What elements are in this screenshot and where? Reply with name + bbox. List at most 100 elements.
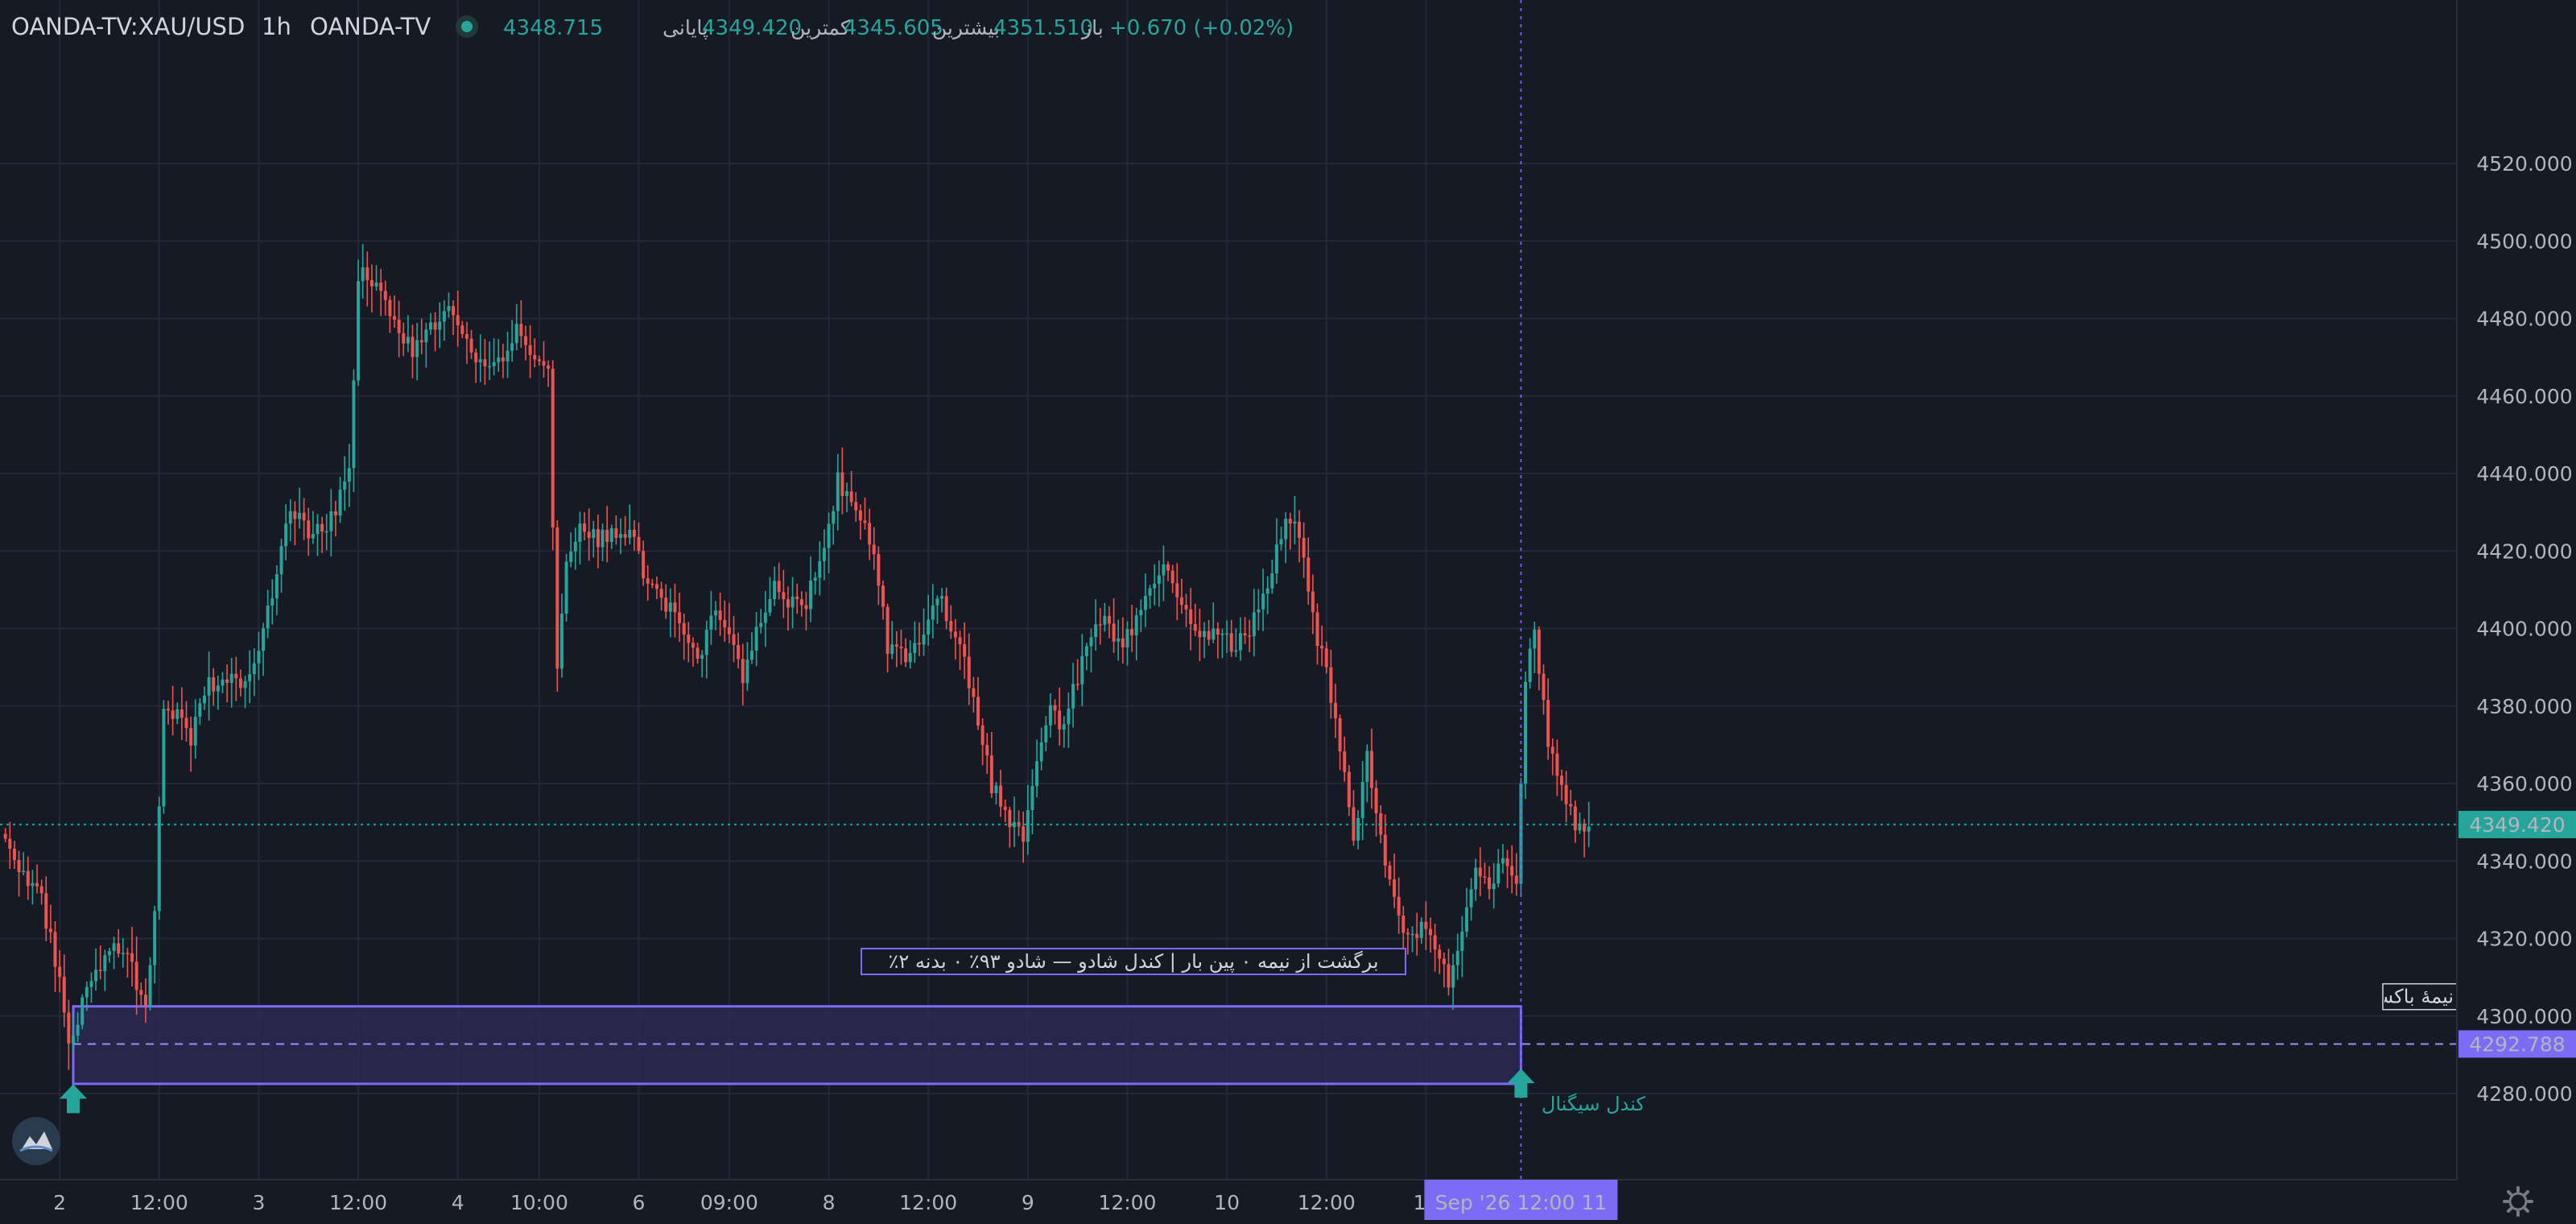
- candle: [1587, 801, 1591, 847]
- y-tick-label: 4320.000: [2476, 928, 2572, 951]
- candle-body: [1298, 521, 1302, 539]
- candle: [908, 639, 912, 669]
- candle-body: [143, 994, 147, 1006]
- candle-body: [1048, 705, 1052, 726]
- candle-body: [908, 652, 912, 663]
- candle-body: [293, 511, 297, 519]
- candle-body: [1243, 633, 1247, 636]
- candle: [248, 650, 252, 704]
- candle: [687, 622, 691, 663]
- candle-body: [438, 321, 442, 330]
- crosshair-time-badge[interactable]: [1424, 1180, 1618, 1220]
- candle: [827, 512, 831, 573]
- candle-body: [207, 677, 211, 696]
- candle: [184, 701, 188, 742]
- candle-body: [1315, 612, 1319, 646]
- candle-body: [745, 660, 749, 684]
- candle-body: [886, 606, 890, 654]
- candle: [216, 675, 220, 710]
- candle: [1374, 779, 1378, 837]
- candle-body: [234, 673, 238, 679]
- candle: [501, 343, 505, 378]
- time-axis-panel[interactable]: [0, 1180, 2576, 1224]
- zone-annotation[interactable]: ٪برگشت از نیمه ۰ پین بار | کندل شادو — ش…: [861, 948, 1406, 975]
- candle-body: [564, 561, 568, 614]
- candle-body: [1284, 519, 1288, 540]
- candle: [469, 329, 473, 359]
- candle-body: [1094, 624, 1098, 638]
- candle: [98, 945, 102, 980]
- ohlc-value: 4351.510: [993, 16, 1093, 40]
- candle-body: [1583, 823, 1587, 832]
- candle-body: [464, 333, 469, 339]
- candle: [642, 540, 646, 586]
- candle-body: [1573, 806, 1577, 831]
- candle-body: [212, 677, 216, 692]
- tradingview-logo-icon[interactable]: [12, 1117, 60, 1165]
- candle: [1117, 619, 1121, 661]
- signal-arrow-up-icon[interactable]: [1507, 1069, 1535, 1098]
- candle-body: [501, 357, 505, 362]
- candle-body: [691, 643, 695, 648]
- candle-body: [433, 322, 437, 330]
- candle: [221, 672, 225, 693]
- candle-body: [714, 610, 718, 616]
- candle: [935, 595, 939, 624]
- candle: [134, 937, 138, 1015]
- candle-body: [1433, 935, 1437, 950]
- candle: [723, 600, 727, 643]
- candle: [1559, 769, 1563, 801]
- candle: [877, 546, 881, 606]
- candle: [157, 796, 161, 920]
- candle: [180, 687, 184, 740]
- candle: [17, 850, 21, 897]
- candle: [1075, 659, 1080, 691]
- symbol-label[interactable]: OANDA-TV:XAU/USD: [11, 13, 245, 40]
- candle: [555, 519, 559, 692]
- candle-body: [1022, 826, 1026, 842]
- candle-body: [1030, 786, 1034, 810]
- candle: [361, 244, 365, 299]
- zone-rect[interactable]: [72, 1005, 1522, 1085]
- candle-body: [849, 491, 853, 502]
- candle-body: [1369, 751, 1373, 788]
- candle: [26, 856, 30, 900]
- candle: [442, 300, 446, 341]
- candle: [1433, 924, 1437, 972]
- candle: [1179, 578, 1183, 614]
- candle-body: [257, 651, 261, 664]
- candle: [411, 325, 415, 378]
- candle-body: [44, 893, 48, 929]
- zone-box[interactable]: [72, 1005, 2457, 1085]
- candle: [1402, 906, 1406, 953]
- candle-body: [26, 870, 30, 887]
- interval-label[interactable]: 1h: [262, 13, 291, 40]
- candle: [397, 300, 401, 358]
- zone-mid-badge[interactable]: [2458, 1030, 2576, 1058]
- signal-arrow-up-icon[interactable]: [59, 1084, 87, 1114]
- candle: [1293, 495, 1297, 545]
- price-axis-panel[interactable]: [2457, 0, 2576, 1224]
- candle: [284, 504, 288, 560]
- candle-body: [1035, 761, 1039, 787]
- candle-body: [1460, 931, 1464, 951]
- candle: [1369, 728, 1373, 809]
- candle: [583, 512, 587, 541]
- candle-body: [1546, 700, 1550, 747]
- candle: [953, 618, 957, 660]
- settings-gear-icon[interactable]: [2503, 1186, 2533, 1217]
- y-tick-label: 4480.000: [2476, 308, 2572, 331]
- candle-body: [1139, 610, 1143, 616]
- candle: [1248, 619, 1252, 653]
- candle-body: [1379, 813, 1383, 835]
- candle: [1265, 576, 1269, 614]
- candle-body: [284, 523, 288, 547]
- candle: [791, 577, 795, 629]
- last-price-badge[interactable]: [2458, 810, 2576, 838]
- candle: [994, 781, 998, 804]
- candle: [302, 498, 306, 540]
- candle: [1365, 744, 1369, 803]
- candle-body: [162, 709, 166, 807]
